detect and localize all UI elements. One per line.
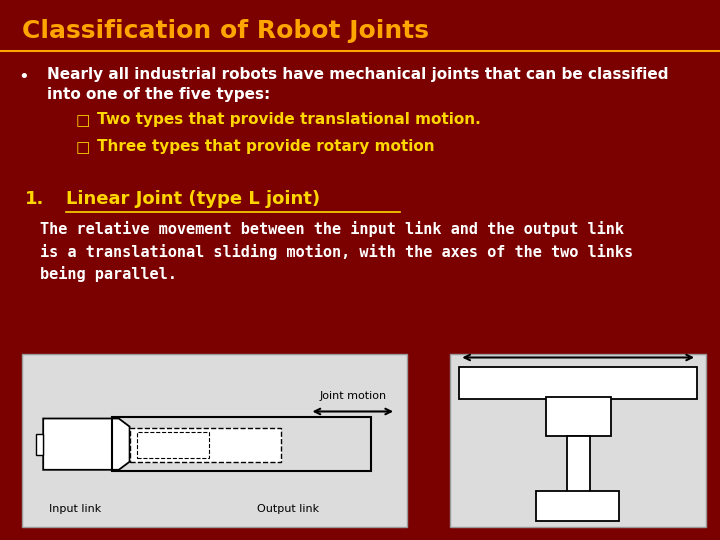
- FancyBboxPatch shape: [546, 397, 611, 436]
- Text: Two types that provide translational motion.: Two types that provide translational mot…: [97, 112, 481, 127]
- FancyBboxPatch shape: [567, 436, 590, 492]
- FancyBboxPatch shape: [450, 354, 706, 526]
- Text: □: □: [76, 140, 90, 156]
- Text: 1.: 1.: [25, 190, 45, 208]
- Polygon shape: [36, 434, 43, 455]
- Text: •: •: [18, 68, 29, 85]
- Text: Output link: Output link: [257, 504, 319, 514]
- Text: Linear Joint (type L joint): Linear Joint (type L joint): [66, 190, 320, 208]
- FancyBboxPatch shape: [459, 367, 697, 399]
- FancyBboxPatch shape: [22, 354, 407, 526]
- Text: □: □: [76, 113, 90, 129]
- Text: Three types that provide rotary motion: Three types that provide rotary motion: [97, 139, 435, 154]
- Text: Input link: Input link: [50, 504, 102, 514]
- Polygon shape: [43, 418, 130, 470]
- Text: Joint motion: Joint motion: [319, 390, 387, 401]
- Text: Nearly all industrial robots have mechanical joints that can be classified
into : Nearly all industrial robots have mechan…: [47, 68, 668, 102]
- Text: Classification of Robot Joints: Classification of Robot Joints: [22, 19, 428, 43]
- FancyBboxPatch shape: [536, 491, 619, 521]
- Text: The relative movement between the input link and the output link
is a translatio: The relative movement between the input …: [40, 221, 633, 282]
- FancyBboxPatch shape: [130, 428, 281, 462]
